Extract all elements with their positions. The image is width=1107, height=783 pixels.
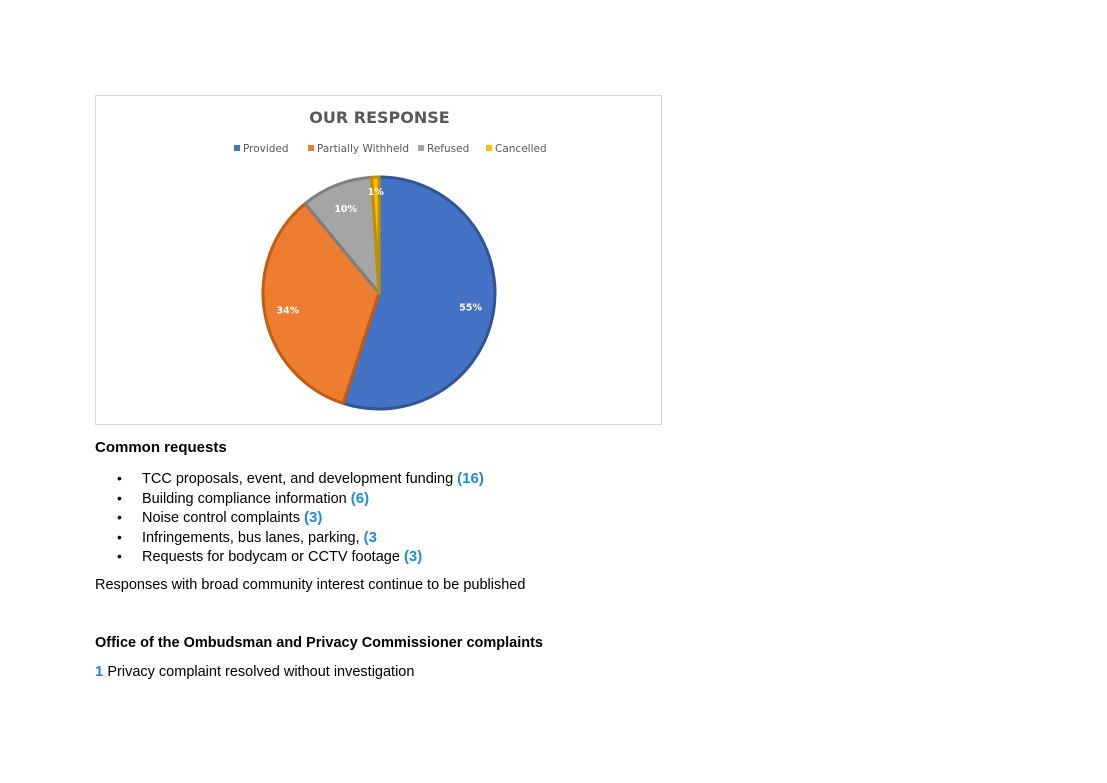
request-text: Building compliance information [142,490,351,507]
common-requests-list: • TCC proposals, event, and development … [95,469,484,567]
bullet: • [117,528,122,545]
slice-label-partially-withheld: 34% [276,305,299,316]
bullet: • [117,548,122,565]
legend-label-refused: Refused [427,143,469,155]
bullet: • [117,470,122,486]
legend-swatch-partially-withheld [308,145,314,151]
chart-legend: Provided Partially Withheld Refused Cancell… [234,143,547,155]
common-requests-heading: Common requests [95,439,227,456]
request-count: (16) [457,470,484,487]
response-pie-chart: OUR RESPONSE Provided Partially Withheld R… [95,95,662,425]
request-count: (6) [350,489,370,507]
pie-labels: 55% 34% 10% 1% [276,187,482,316]
pie-slice-provided [341,175,497,411]
legend-label-provided: Provided [243,143,289,155]
list-item: • Noise control complaints (3) [95,508,484,528]
slice-label-provided: 55% [459,303,482,314]
ombudsman-heading: Office of the Ombudsman and Privacy Comm… [95,635,543,651]
legend-label-partially-withheld: Partially Withheld [317,143,409,155]
request-count: (3) [403,548,423,566]
legend-swatch-cancelled [486,145,492,151]
bullet: • [117,509,122,526]
request-text: Requests for bodycam or CCTV footage [142,549,404,566]
request-text: TCC proposals, event, and development fu… [142,471,458,487]
list-item: • TCC proposals, event, and development … [95,469,484,489]
published-note: Responses with broad community interest … [95,577,526,593]
request-count: (3) [304,509,323,527]
request-text: Infringements, bus lanes, parking, [142,529,364,546]
list-item: • Requests for bodycam or CCTV footage (… [95,547,484,567]
privacy-complaint-text: Privacy complaint resolved without inves… [103,664,415,680]
slice-label-refused: 10% [334,204,357,215]
pie-slice-cancelled [370,175,381,295]
chart-title: OUR RESPONSE [309,108,449,127]
slice-label-cancelled: 1% [368,187,385,198]
pie-slice-partially-withheld [261,202,381,405]
legend-swatch-refused [418,145,424,151]
privacy-complaint-count: 1 [95,663,104,680]
bullet: • [117,489,122,506]
list-item: • Infringements, bus lanes, parking, (3 [95,528,484,548]
pie-chart-canvas: OUR RESPONSE Provided Partially Withheld R… [234,108,547,411]
privacy-complaint-line: 1 Privacy complaint resolved without inv… [95,663,414,680]
pie-slices [261,175,497,411]
legend-label-cancelled: Cancelled [495,143,547,155]
request-text: Noise control complaints [142,510,304,527]
list-item: • Building compliance information (6) [95,489,484,509]
request-count: (3 [363,528,377,546]
legend-swatch-provided [234,145,240,151]
